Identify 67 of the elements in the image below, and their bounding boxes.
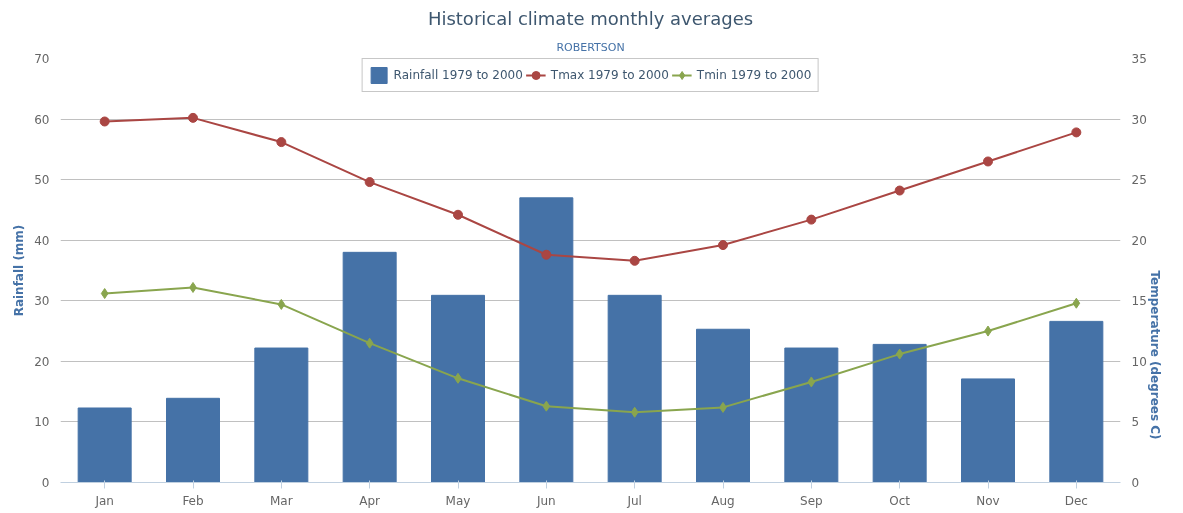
legend-label: Tmin 1979 to 2000: [696, 68, 812, 82]
chart-title: Historical climate monthly averages: [427, 7, 754, 29]
bar: [77, 407, 132, 483]
point: [541, 249, 552, 260]
y-tick-label: 50: [34, 173, 50, 188]
y-tick-label: 60: [34, 112, 50, 127]
point: [718, 240, 728, 251]
y2-axis-title: Temperature (degrees C): [1147, 270, 1162, 440]
point: [99, 116, 110, 127]
chart-subtitle: ROBERTSON: [556, 40, 625, 54]
point: [100, 288, 109, 300]
y-tick-label: 10: [34, 415, 50, 430]
bar: [254, 347, 309, 483]
bar: [961, 378, 1015, 483]
point: [1072, 297, 1081, 309]
bar: [431, 294, 485, 483]
y-axis-title: Rainfall (mm): [12, 224, 27, 317]
point: [365, 337, 374, 349]
y2-tick-label: 25: [1131, 173, 1147, 188]
point: [364, 177, 375, 188]
y2-tick-label: 10: [1131, 354, 1147, 369]
x-tick-label: Feb: [182, 493, 204, 508]
x-tick-label: Apr: [359, 493, 381, 508]
bar: [166, 397, 220, 483]
y2-tick-label: 15: [1131, 294, 1147, 309]
bar: [696, 328, 750, 483]
point: [542, 400, 551, 412]
x-tick-label: Sep: [800, 493, 823, 508]
point: [188, 112, 198, 123]
x-tick-label: Nov: [976, 493, 1000, 508]
x-tick-label: Dec: [1064, 493, 1088, 508]
point: [276, 137, 287, 148]
point: [806, 214, 817, 225]
bar: [342, 251, 397, 483]
y2-tick-label: 0: [1131, 476, 1140, 490]
y-tick-label: 70: [34, 52, 50, 66]
bar: [607, 294, 662, 483]
point: [895, 348, 904, 360]
point: [629, 255, 640, 266]
legend-label: Rainfall 1979 to 2000: [393, 68, 523, 82]
y2-tick-label: 5: [1131, 415, 1140, 430]
y-tick-label: 40: [34, 233, 50, 248]
legend-label: Tmax 1979 to 2000: [550, 68, 669, 82]
y2-tick-label: 30: [1131, 112, 1147, 127]
bar: [519, 197, 574, 483]
x-tick-label: Jul: [626, 493, 642, 508]
x-tick-label: Mar: [270, 493, 293, 508]
x-tick-label: Jun: [535, 493, 556, 508]
point: [807, 376, 816, 388]
y2-tick-label: 35: [1131, 52, 1147, 66]
point: [983, 156, 993, 167]
point: [894, 185, 905, 196]
x-tick-label: Aug: [711, 493, 735, 508]
point: [277, 298, 286, 310]
y-tick-label: 20: [34, 354, 50, 369]
x-tick-label: Jan: [94, 493, 114, 508]
y2-tick-label: 20: [1131, 233, 1147, 248]
bar: [872, 343, 927, 483]
y-tick-label: 0: [41, 476, 50, 490]
x-tick-label: May: [445, 493, 471, 508]
point: [630, 406, 639, 418]
bar: [1049, 320, 1104, 483]
point: [1071, 127, 1082, 138]
y-tick-label: 30: [34, 294, 50, 309]
bar: [784, 347, 839, 483]
x-tick-label: Oct: [889, 493, 911, 508]
point: [453, 209, 463, 220]
